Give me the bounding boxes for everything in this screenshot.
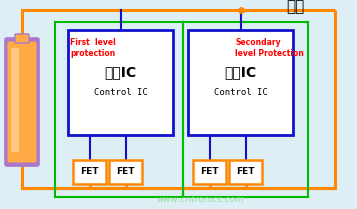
Text: Secondary
level Protection: Secondary level Protection [235,38,304,58]
FancyBboxPatch shape [15,34,29,43]
Text: FET: FET [116,167,135,176]
Bar [229,160,262,184]
FancyBboxPatch shape [5,38,39,166]
Text: 控制IC: 控制IC [105,65,137,79]
FancyBboxPatch shape [7,42,36,163]
Bar [188,30,293,135]
Bar [109,160,142,184]
Text: FET: FET [236,167,255,176]
Bar [68,30,173,135]
Text: 电流: 电流 [286,0,304,14]
Text: First  level
protection: First level protection [70,38,116,58]
Text: www.cntronics.com: www.cntronics.com [156,195,244,204]
Text: FET: FET [80,167,99,176]
Bar [193,160,226,184]
Text: Control IC: Control IC [94,88,147,97]
Text: Control IC: Control IC [213,88,267,97]
Text: FET: FET [200,167,219,176]
Bar [73,160,106,184]
Text: 控制IC: 控制IC [225,65,257,79]
Bar [11,48,19,152]
